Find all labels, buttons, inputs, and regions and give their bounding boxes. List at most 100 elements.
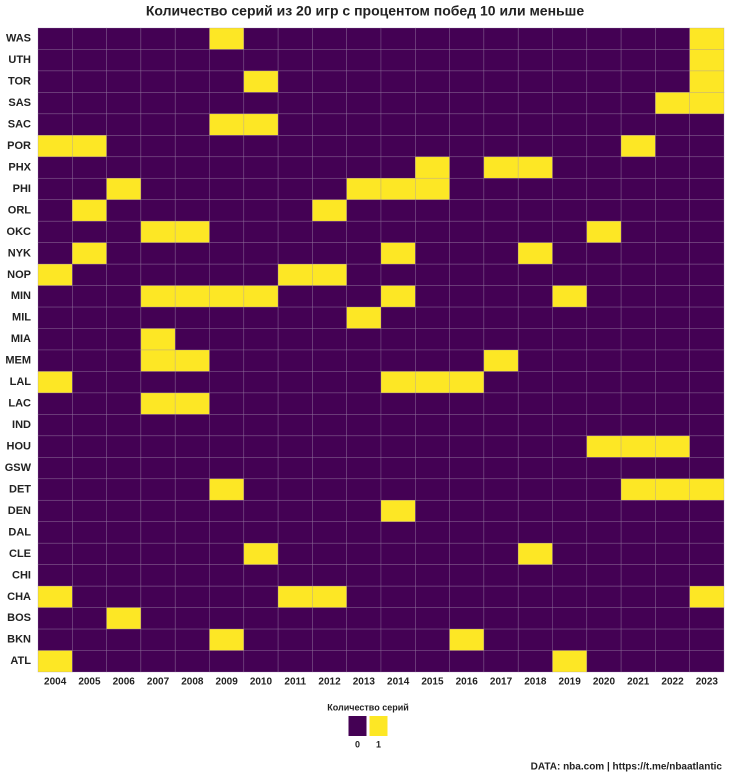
cell [552,328,588,351]
cell [140,328,176,351]
y-tick-label: CHI [12,569,31,581]
cell [346,607,382,630]
cell [380,521,416,544]
cell [689,628,725,651]
cell [243,564,279,587]
cell [346,392,382,415]
cell [620,263,656,286]
cell [243,650,279,673]
cell [209,650,245,673]
cell [243,113,279,136]
cell [312,650,347,673]
cell [517,49,553,72]
cell [37,628,73,651]
y-tick-label: NYK [8,247,31,259]
cell [483,27,519,50]
cell [140,263,176,286]
cell [243,285,279,308]
cell [586,542,622,565]
cell [277,177,313,201]
cell [37,328,73,351]
cell [380,285,416,308]
cell [72,414,107,437]
cell [72,499,107,523]
cell [243,457,279,480]
cell [586,285,622,308]
cell [140,457,176,480]
cell [586,392,622,415]
x-tick-label: 2014 [387,677,410,688]
cell [174,435,210,458]
cell [106,585,142,608]
cell [483,92,519,115]
cell [209,499,245,523]
cell [414,135,450,158]
cell [140,177,176,201]
y-tick-label: DAL [8,526,31,538]
cell [37,478,73,501]
cell [689,499,725,523]
cell [37,285,73,308]
cell [72,542,107,565]
cell [174,199,210,222]
y-tick-label: SAS [8,97,31,109]
y-tick-label: PHI [13,183,31,195]
cell [209,70,245,93]
cell [346,306,382,329]
cell [72,113,107,136]
cell [586,92,622,115]
cell [312,628,347,651]
cell [449,306,485,329]
cell [449,27,485,50]
cell [483,478,519,501]
cell [312,499,347,523]
cell [380,306,416,329]
cell [449,628,485,651]
cell [243,607,279,630]
cell [312,27,347,50]
cell [243,135,279,158]
cell [72,457,107,480]
cell [209,628,245,651]
cell [620,220,656,243]
cell [312,414,347,437]
cell [449,542,485,565]
cell [517,199,553,222]
cell [483,585,519,608]
cell [586,585,622,608]
cell [689,435,725,458]
legend-swatch [348,716,367,736]
cell [517,177,553,201]
cell [586,242,622,265]
cell [380,585,416,608]
cell [449,49,485,72]
cell [414,628,450,651]
cell [689,650,725,673]
cell [483,135,519,158]
x-tick-label: 2020 [593,677,616,688]
x-tick-label: 2005 [78,677,101,688]
x-tick-label: 2009 [216,677,239,688]
cell [106,92,142,115]
cell [380,220,416,243]
cell [552,628,588,651]
cell [312,285,347,308]
cell [106,521,142,544]
y-tick-label: BOS [7,612,31,624]
cell [552,242,588,265]
cell [517,371,553,394]
cell [209,328,245,351]
cell [655,628,691,651]
cell [37,306,73,329]
cell [655,349,691,372]
cell [483,371,519,394]
cell [106,156,142,179]
cell [209,156,245,179]
cell [312,70,347,93]
cell [243,435,279,458]
cell [449,113,485,136]
y-tick-label: MEM [5,355,31,367]
chart-title: Количество серий из 20 игр с процентом п… [146,3,584,19]
cell [243,542,279,565]
cell [209,585,245,608]
